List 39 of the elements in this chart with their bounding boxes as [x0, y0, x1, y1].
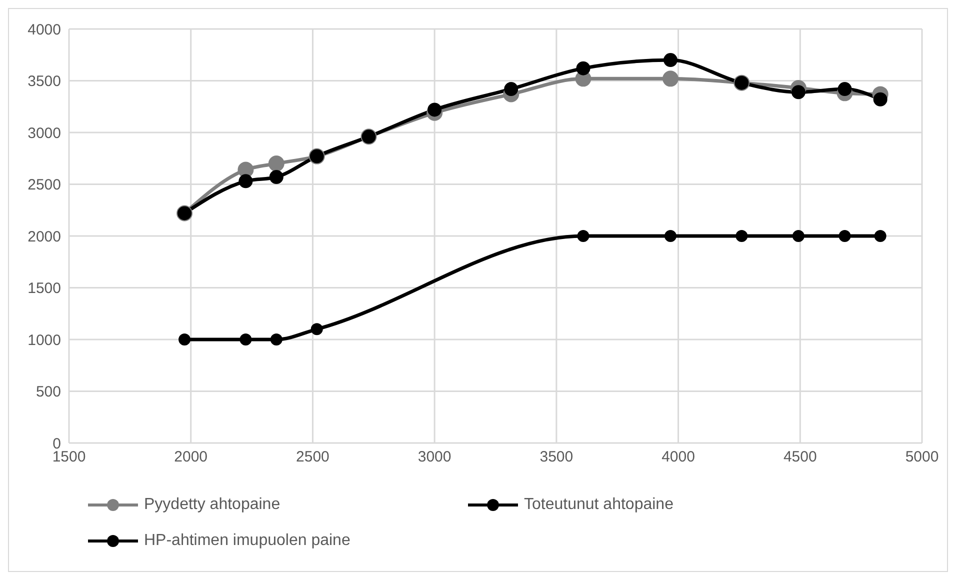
- x-tick-label: 3500: [540, 448, 574, 466]
- y-tick-label: 2000: [28, 228, 61, 246]
- point: [874, 230, 886, 242]
- point: [662, 70, 678, 87]
- legend-label: HP-ahtimen imupuolen paine: [144, 532, 350, 550]
- x-tick-label: 2000: [174, 448, 208, 466]
- point: [664, 230, 676, 242]
- point: [838, 230, 851, 242]
- point: [178, 334, 191, 346]
- point: [792, 230, 804, 242]
- point: [663, 53, 678, 68]
- point: [240, 334, 252, 346]
- x-tick-label: 2500: [296, 448, 330, 466]
- point: [577, 230, 590, 242]
- x-tick-label: 5000: [905, 448, 939, 466]
- legend-label: Toteutunut ahtopaine: [524, 496, 674, 514]
- y-tick-label: 2500: [28, 176, 61, 194]
- point: [269, 170, 284, 184]
- point: [736, 230, 748, 242]
- y-tick-label: 500: [36, 384, 61, 401]
- y-tick-label: 3500: [28, 73, 61, 90]
- point: [504, 82, 518, 96]
- point: [270, 334, 282, 346]
- legend-label: Pyydetty ahtopaine: [144, 496, 280, 514]
- x-tick-label: 4500: [783, 448, 817, 466]
- y-tick-label: 1500: [28, 280, 61, 298]
- y-tick-label: 1000: [28, 332, 61, 349]
- y-tick-label: 4000: [28, 21, 61, 38]
- point: [838, 82, 852, 96]
- y-tick-label: 3000: [28, 124, 61, 142]
- point: [238, 174, 253, 188]
- x-tick-label: 4000: [662, 448, 695, 466]
- point: [268, 156, 284, 172]
- point: [576, 61, 590, 76]
- point: [310, 323, 323, 336]
- point: [873, 92, 888, 106]
- x-tick-label: 3000: [418, 448, 452, 466]
- point: [791, 85, 806, 100]
- point: [428, 102, 442, 117]
